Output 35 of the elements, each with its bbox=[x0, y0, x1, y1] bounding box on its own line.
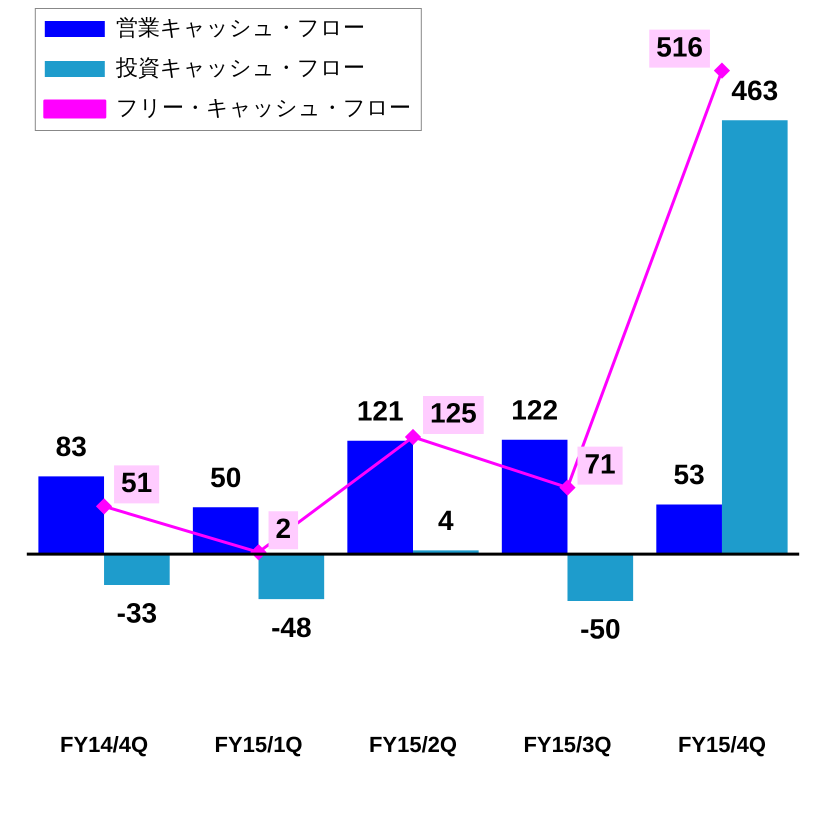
bar bbox=[502, 440, 568, 554]
bar bbox=[347, 440, 413, 554]
data-label: 71 bbox=[584, 448, 616, 480]
bar bbox=[38, 476, 104, 554]
data-label: 2 bbox=[276, 512, 292, 544]
bar bbox=[656, 504, 722, 554]
x-tick-label: FY15/3Q bbox=[523, 732, 612, 757]
legend-label: 投資キャッシュ・フロー bbox=[114, 55, 365, 80]
data-label: 121 bbox=[356, 395, 404, 426]
point bbox=[560, 480, 575, 496]
data-label: 4 bbox=[438, 505, 454, 536]
data-label: 125 bbox=[430, 398, 477, 429]
x-tick-label: FY15/2Q bbox=[368, 732, 458, 757]
data-label: 50 bbox=[210, 462, 242, 493]
legend-label: フリー・キャッシュ・フロー bbox=[116, 95, 411, 120]
data-label: 463 bbox=[731, 74, 778, 106]
bar bbox=[567, 554, 634, 601]
bar bbox=[722, 120, 788, 554]
bar bbox=[104, 554, 170, 586]
data-label: 516 bbox=[656, 31, 703, 62]
data-label: 51 bbox=[121, 467, 152, 498]
x-tick-label: FY15/1Q bbox=[214, 732, 303, 757]
data-label: 53 bbox=[674, 459, 705, 490]
point bbox=[714, 63, 730, 78]
data-label: -50 bbox=[580, 614, 621, 645]
x-tick-label: FY15/4Q bbox=[678, 732, 766, 757]
x-tick-label: FY14/4Q bbox=[60, 732, 148, 757]
data-label: 83 bbox=[56, 431, 87, 462]
bar bbox=[258, 554, 324, 600]
data-label: -48 bbox=[271, 612, 312, 643]
point bbox=[406, 429, 420, 444]
data-label: 122 bbox=[511, 394, 558, 426]
legend-label: 営業キャッシュ・フロー bbox=[116, 15, 365, 40]
data-label: -33 bbox=[116, 598, 158, 629]
point bbox=[96, 498, 112, 514]
